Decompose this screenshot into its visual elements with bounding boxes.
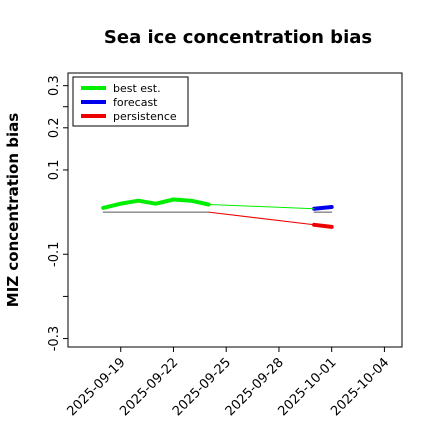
y-axis: 0.3 0.2 0.1 -0.1 -0.3 — [47, 75, 68, 351]
series-best-est — [101, 197, 211, 210]
y-tick-label: 0.3 — [47, 75, 62, 96]
series-forecast — [312, 205, 334, 211]
series-layer — [101, 197, 334, 229]
legend-label: forecast — [113, 96, 158, 109]
y-tick-label: -0.3 — [47, 326, 62, 351]
connector-line-3 — [208, 204, 315, 210]
y-tick-label: 0.1 — [47, 160, 62, 181]
plot-frame — [67, 72, 403, 348]
connector-line-4 — [208, 211, 315, 226]
y-tick-label: -0.1 — [47, 242, 62, 267]
legend-label: best est. — [113, 82, 161, 95]
chart-title: Sea ice concentration bias — [104, 27, 372, 48]
legend-label: persistence — [113, 110, 177, 123]
y-tick-label: 0.2 — [47, 117, 62, 138]
series-persistence — [312, 222, 334, 229]
x-axis: 2025-09-192025-09-222025-09-252025-09-28… — [65, 347, 392, 419]
y-axis-label: MIZ concentration bias — [4, 113, 22, 307]
